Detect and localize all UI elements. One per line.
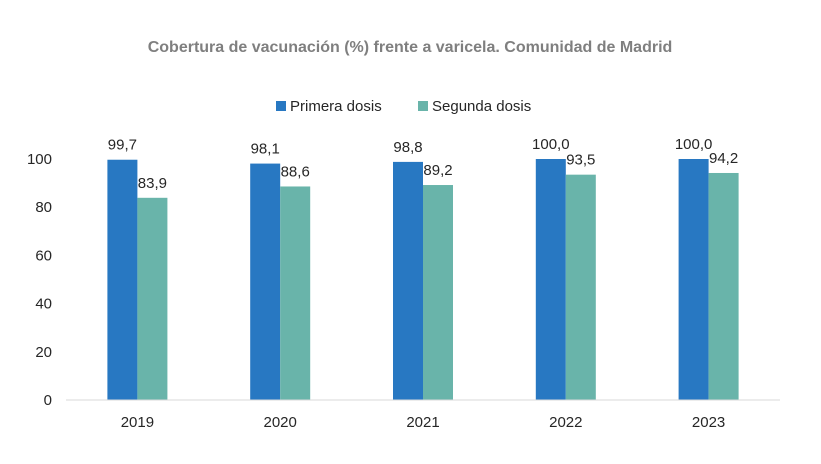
x-tick-label: 2020 (264, 414, 297, 431)
bars (107, 159, 739, 400)
bar-primera-dosis-2023 (678, 159, 709, 400)
y-tick-label: 0 (44, 392, 52, 409)
bar-primera-dosis-2019 (107, 159, 138, 400)
y-tick-label: 60 (35, 247, 52, 264)
data-label: 98,8 (393, 139, 422, 156)
data-label: 100,0 (675, 136, 713, 153)
y-tick-label: 40 (35, 296, 52, 313)
legend-swatch-primera-dosis (276, 101, 286, 111)
data-label: 89,2 (423, 162, 452, 179)
x-tick-label: 2022 (549, 414, 582, 431)
legend-label-primera-dosis: Primera dosis (290, 98, 382, 115)
bar-primera-dosis-2022 (535, 159, 566, 400)
chart-title: Cobertura de vacunación (%) frente a var… (148, 39, 673, 56)
y-tick-label: 100 (27, 151, 52, 168)
y-tick-label: 80 (35, 199, 52, 216)
x-tick-label: 2023 (692, 414, 725, 431)
x-tick-label: 2019 (121, 414, 154, 431)
bar-segunda-dosis-2021 (423, 185, 453, 400)
data-label: 83,9 (138, 175, 167, 192)
legend-swatch-segunda-dosis (418, 101, 428, 111)
data-labels: 99,783,998,188,698,889,2100,093,5100,094… (108, 136, 738, 192)
x-tick-label: 2021 (406, 414, 439, 431)
data-label: 100,0 (532, 136, 570, 153)
y-tick-label: 20 (35, 344, 52, 361)
bar-primera-dosis-2021 (393, 161, 423, 400)
data-label: 88,6 (281, 163, 310, 180)
bar-segunda-dosis-2023 (708, 172, 739, 400)
bar-primera-dosis-2020 (250, 163, 281, 400)
bar-segunda-dosis-2022 (565, 174, 596, 400)
y-axis: 0 20 40 60 80 100 (27, 151, 52, 409)
data-label: 93,5 (566, 152, 595, 169)
bar-segunda-dosis-2020 (280, 186, 311, 400)
legend-label-segunda-dosis: Segunda dosis (432, 98, 531, 115)
x-axis: 2019 2020 2021 2022 2023 (121, 414, 726, 431)
data-label: 98,1 (251, 141, 280, 158)
data-label: 99,7 (108, 137, 137, 154)
bar-segunda-dosis-2019 (137, 197, 168, 400)
data-label: 94,2 (709, 150, 738, 167)
legend: Primera dosis Segunda dosis (276, 98, 531, 115)
